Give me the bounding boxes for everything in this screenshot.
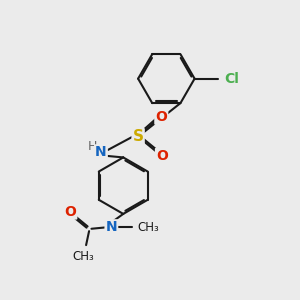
Text: CH₃: CH₃ — [137, 221, 159, 234]
Text: O: O — [155, 110, 167, 124]
Text: O: O — [64, 205, 76, 218]
Text: N: N — [95, 146, 107, 159]
Text: O: O — [156, 149, 168, 163]
Text: N: N — [106, 220, 117, 234]
Text: CH₃: CH₃ — [72, 250, 94, 262]
Text: S: S — [133, 129, 144, 144]
Text: H: H — [87, 140, 97, 153]
Text: Cl: Cl — [224, 72, 239, 86]
